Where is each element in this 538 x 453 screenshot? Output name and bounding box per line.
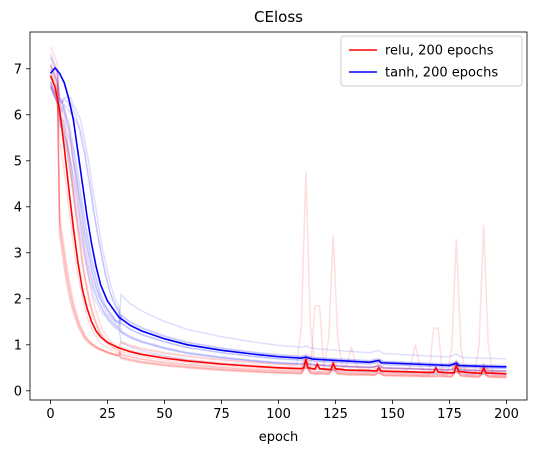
x-tick-label: 125 [323,407,348,422]
background-run-line [49,53,507,360]
y-tick-label: 1 [14,338,22,353]
x-axis-label: epoch [259,430,299,445]
background-run-line [49,69,507,377]
legend-label: relu, 200 epochs [385,44,494,59]
x-tick-label: 0 [46,407,54,422]
y-tick-label: 0 [14,384,22,399]
background-run-line [49,86,507,378]
y-tick-label: 2 [14,292,22,307]
chart-title: CEloss [254,8,303,26]
y-tick-label: 7 [14,62,22,77]
y-tick-label: 6 [14,108,22,123]
series-line-1 [49,66,507,368]
y-axis-ticks: 0 1 2 3 4 5 6 7 [14,62,30,399]
background-runs [49,46,507,379]
x-axis-ticks: 0 25 50 75 100 125 150 175 200 [46,400,519,422]
background-run-line [49,56,507,373]
background-run-line [49,72,507,378]
background-run-line [49,46,507,373]
background-run-line [49,82,507,367]
x-tick-label: 175 [437,407,462,422]
x-tick-label: 50 [156,407,173,422]
legend-label: tanh, 200 epochs [385,66,498,81]
y-tick-label: 3 [14,246,22,261]
x-tick-label: 200 [494,407,519,422]
x-tick-label: 75 [213,407,230,422]
background-run-line [49,73,507,376]
legend-box [340,35,523,87]
x-tick-label: 150 [380,407,405,422]
y-tick-label: 4 [14,200,22,215]
background-run-line [49,66,507,370]
x-tick-label: 100 [266,407,291,422]
series-lines [49,66,507,375]
background-run-line [49,57,507,374]
background-run-line [49,81,507,367]
background-run-line [49,63,507,372]
background-run-line [49,65,507,379]
background-run-line [49,64,507,373]
background-run-line [49,86,507,370]
legend: relu, 200 epochs tanh, 200 epochs [340,35,523,87]
background-run-line [49,85,507,377]
series-line-0 [49,75,507,375]
background-run-line [49,85,507,372]
background-run-line [49,82,507,379]
x-tick-label: 25 [99,407,116,422]
y-tick-label: 5 [14,154,22,169]
